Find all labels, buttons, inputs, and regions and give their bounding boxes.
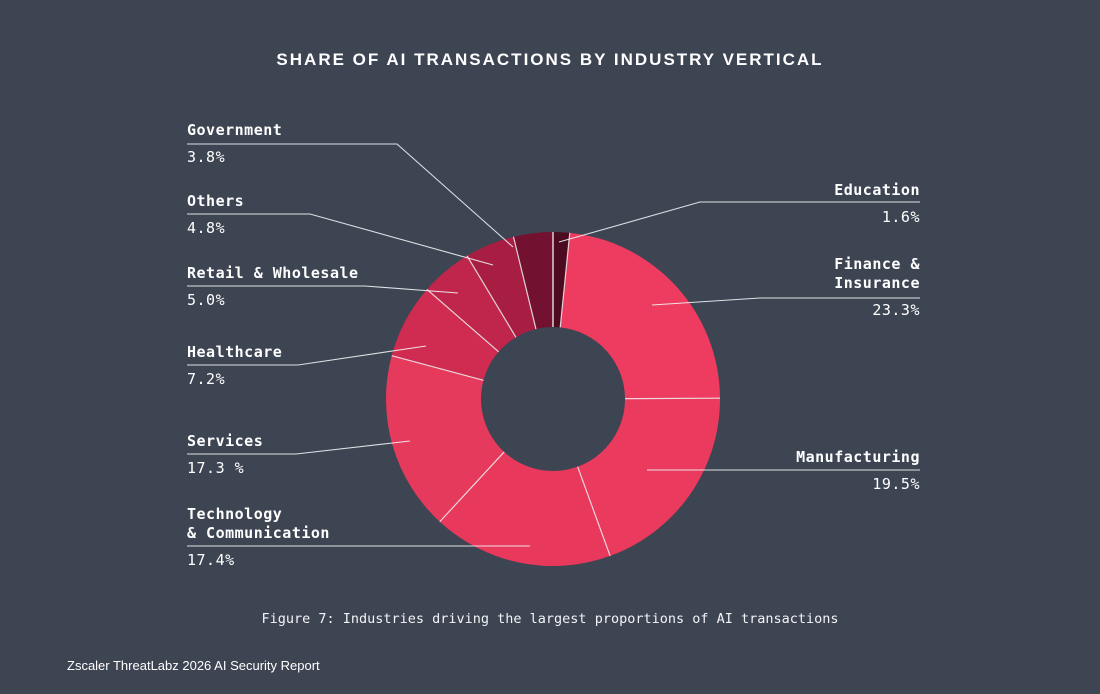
segment-separators xyxy=(391,232,721,557)
segment-label-name: Manufacturing xyxy=(796,448,920,466)
segment-label-value: 1.6% xyxy=(881,208,920,226)
page-title: SHARE OF AI TRANSACTIONS BY INDUSTRY VER… xyxy=(276,50,824,69)
segment-label-finance-insurance: Finance & Insurance 23.3% xyxy=(834,255,920,320)
donut-segments xyxy=(385,232,721,567)
segment-label-services: Services 17.3 % xyxy=(187,432,263,478)
segment-label-value: 7.2% xyxy=(187,370,226,388)
leader-line-finance-insurance xyxy=(651,297,920,306)
segment-separator xyxy=(577,466,611,557)
segment-label-value: 23.3% xyxy=(872,301,920,319)
donut-segment-manufacturing xyxy=(577,398,721,556)
donut-segment-services xyxy=(385,355,505,522)
segment-separator xyxy=(559,232,571,328)
segment-separator xyxy=(512,236,537,330)
donut-segment-government xyxy=(513,232,553,330)
segment-label-retail-wholesale: Retail & Wholesale 5.0% xyxy=(187,264,359,310)
segment-label-others: Others 4.8% xyxy=(187,192,244,238)
segment-label-value: 19.5% xyxy=(872,475,920,493)
segment-label-value: 17.3 % xyxy=(187,459,245,477)
donut-segment-finance-insurance xyxy=(560,232,720,399)
leader-line-services xyxy=(187,440,411,455)
segment-label-name: Education xyxy=(834,181,920,199)
segment-label-name: Technology & Communication xyxy=(187,505,330,542)
leader-line-retail-wholesale xyxy=(187,285,459,294)
donut-segment-technology-communication xyxy=(439,451,611,567)
segment-label-name: Finance & Insurance xyxy=(834,255,920,292)
segment-label-name: Government xyxy=(187,121,283,139)
segment-label-value: 5.0% xyxy=(187,291,226,309)
donut-segment-education xyxy=(553,232,570,328)
donut-segment-retail-wholesale xyxy=(426,255,516,352)
segment-label-government: Government 3.8% xyxy=(187,121,282,167)
segment-label-education: Education 1.6% xyxy=(834,181,920,227)
leader-line-healthcare xyxy=(187,345,427,366)
leader-line-others xyxy=(187,213,494,266)
leader-line-government xyxy=(187,143,514,248)
segment-label-name: Retail & Wholesale xyxy=(187,264,359,282)
segment-label-name: Services xyxy=(187,432,264,450)
donut-segment-others xyxy=(467,236,536,338)
segment-separator xyxy=(466,255,517,338)
donut-segment-healthcare xyxy=(391,289,499,381)
segment-label-healthcare: Healthcare 7.2% xyxy=(187,343,282,389)
segment-separator xyxy=(391,355,484,381)
segment-label-value: 17.4% xyxy=(187,551,235,569)
segment-label-value: 4.8% xyxy=(187,219,226,237)
segment-label-name: Others xyxy=(187,192,245,210)
figure-caption: Figure 7: Industries driving the largest… xyxy=(261,611,839,627)
segment-label-manufacturing: Manufacturing 19.5% xyxy=(796,448,920,494)
segment-label-technology-communication: Technology & Communication 17.4% xyxy=(187,505,330,570)
leader-line-education xyxy=(558,201,920,243)
segment-separator xyxy=(426,289,500,353)
report-footer: Zscaler ThreatLabz 2026 AI Security Repo… xyxy=(67,658,320,673)
segment-label-value: 3.8% xyxy=(187,148,226,166)
segment-separator xyxy=(439,451,505,523)
segment-label-name: Healthcare xyxy=(187,343,283,361)
leader-lines xyxy=(187,143,920,547)
